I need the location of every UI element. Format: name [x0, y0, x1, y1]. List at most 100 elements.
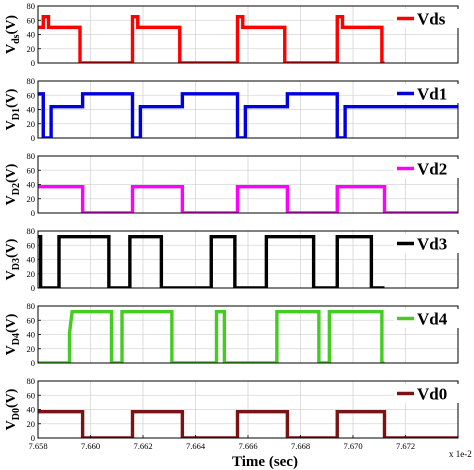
y-tick-label: 20: [27, 44, 36, 54]
y-axis-label-unit: (V): [4, 163, 19, 183]
x-tick-label: 7.664: [186, 441, 206, 451]
y-tick-label: 60: [27, 315, 36, 325]
panel-vd4: 0 20 40 60 80 VD4(V) Vd4: [4, 301, 462, 368]
y-tick-label: 40: [27, 405, 36, 415]
y-axis-label-main: V: [4, 44, 19, 54]
legend: Vds: [394, 9, 462, 29]
y-tick-label: 60: [27, 165, 36, 175]
x-tick-label: 7.662: [133, 441, 152, 451]
legend-label: Vd1: [417, 85, 447, 104]
y-tick-label: 20: [27, 194, 36, 204]
series-line-vd2: [38, 184, 458, 213]
series-line-vd1: [38, 92, 458, 138]
y-axis-label-unit: (V): [4, 313, 19, 333]
panel-vd2: 0 20 40 60 80 VD2(V) Vd2: [4, 151, 462, 218]
y-tick-label: 80: [27, 376, 36, 386]
legend-label: Vd2: [417, 160, 447, 179]
x-tick-labels: 7.658 7.660 7.662 7.664 7.666 7.668 7.670 7.672: [28, 441, 415, 451]
y-tick-label: 0: [31, 58, 35, 68]
y-axis-label: VD0(V): [4, 388, 22, 430]
plot-frame: [37, 5, 459, 64]
panel-vd0: 0 20 40 60 80 VD0(V) Vd0: [4, 376, 462, 443]
series-line-vd3: [38, 235, 385, 288]
x-tick-label: 7.658: [28, 441, 47, 451]
y-axis-label: VD2(V): [4, 163, 22, 205]
y-tick-label: 0: [31, 433, 35, 443]
y-tick-label: 0: [31, 133, 35, 143]
panel-vd1: 0 20 40 60 80 VD1(V) Vd1: [4, 76, 462, 143]
legend-box: [394, 309, 462, 328]
panel-vd3: 0 20 40 60 80 VD3(V) Vd3: [4, 226, 462, 293]
y-tick-label: 0: [31, 208, 35, 218]
y-axis-label-main: V: [4, 420, 19, 430]
legend: Vd0: [394, 384, 462, 404]
x-axis-exponent: x 1e-2: [449, 449, 472, 459]
legend-box: [394, 9, 462, 28]
legend-box: [394, 84, 462, 103]
y-tick-label: 40: [27, 255, 36, 265]
y-axis-label: VD3(V): [4, 238, 22, 280]
x-tick-label: 7.672: [396, 441, 415, 451]
y-axis-label: VD1(V): [4, 88, 22, 130]
legend-box: [394, 384, 462, 403]
y-axis-label-unit: (V): [4, 238, 19, 258]
y-tick-label: 40: [27, 330, 36, 340]
y-axis-label-unit: (V): [4, 388, 19, 408]
y-tick-label: 40: [27, 30, 36, 40]
y-tick-label: 60: [27, 240, 36, 250]
y-tick-label: 80: [27, 76, 36, 86]
legend: Vd3: [394, 234, 462, 254]
y-axis-label-main: V: [4, 195, 19, 205]
y-axis-label-sub: D2: [11, 183, 22, 195]
y-tick-label: 60: [27, 90, 36, 100]
y-axis-label-sub: D1: [11, 108, 22, 120]
legend-label: Vd3: [417, 235, 447, 254]
y-axis-label-sub: D4: [11, 333, 22, 345]
y-tick-label: 60: [27, 15, 36, 25]
y-axis-label-sub: ds: [11, 34, 22, 44]
plot-frame: [37, 155, 459, 214]
plot-frame: [37, 305, 459, 364]
legend-box: [394, 234, 462, 253]
y-axis-label-main: V: [4, 120, 19, 130]
legend-label: Vd4: [417, 310, 448, 329]
x-tick-label: 7.660: [81, 441, 100, 451]
y-axis-label-unit: (V): [4, 88, 19, 108]
y-axis-label-unit: (V): [4, 15, 19, 35]
y-axis-label: VD4(V): [4, 313, 22, 355]
legend-label: Vds: [417, 10, 446, 29]
y-tick-label: 20: [27, 419, 36, 429]
legend-box: [394, 159, 462, 178]
y-tick-label: 80: [27, 1, 36, 11]
y-tick-label: 80: [27, 226, 36, 236]
y-tick-label: 60: [27, 390, 36, 400]
legend-label: Vd0: [417, 385, 447, 404]
y-axis-label-sub: D0: [11, 408, 22, 420]
x-tick-label: 7.666: [238, 441, 257, 451]
y-tick-label: 20: [27, 119, 36, 129]
legend: Vd4: [394, 309, 462, 329]
series-line-vd0: [38, 409, 458, 438]
legend: Vd1: [394, 84, 462, 104]
series-line-vd4: [38, 310, 385, 363]
x-axis-label: Time (sec): [232, 454, 298, 470]
y-axis-label-main: V: [4, 270, 19, 280]
y-tick-label: 0: [31, 358, 35, 368]
y-tick-label: 40: [27, 180, 36, 190]
y-tick-label: 80: [27, 151, 36, 161]
x-tick-label: 7.668: [291, 441, 310, 451]
y-axis-label-sub: D3: [11, 258, 22, 270]
plot-frame: [37, 230, 459, 289]
x-tick-label: 7.670: [343, 441, 362, 451]
y-tick-label: 20: [27, 344, 36, 354]
plot-frame: [37, 80, 459, 139]
y-tick-label: 0: [31, 283, 35, 293]
legend: Vd2: [394, 159, 462, 179]
y-axis-label-main: V: [4, 345, 19, 355]
y-tick-label: 40: [27, 105, 36, 115]
y-tick-label: 20: [27, 269, 36, 279]
y-tick-label: 80: [27, 301, 36, 311]
